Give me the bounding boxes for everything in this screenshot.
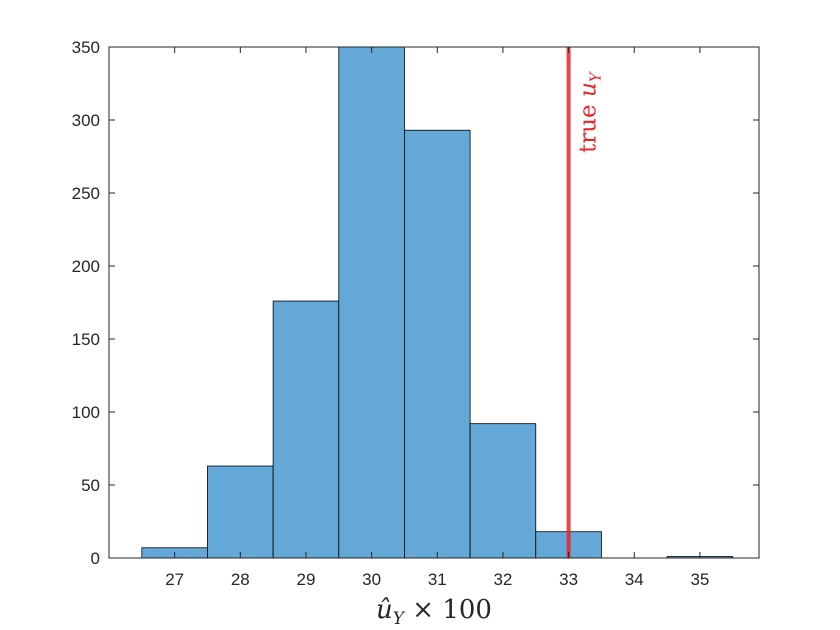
bars-group [141, 46, 734, 559]
y-tick-label: 250 [72, 184, 100, 203]
x-tick-label: 32 [493, 570, 512, 589]
y-tick-label: 200 [72, 257, 100, 276]
axes-box [108, 46, 760, 559]
y-tick-label: 100 [72, 403, 100, 422]
x-tick-label: 27 [165, 570, 184, 589]
x-tick-label: 33 [559, 570, 578, 589]
x-tick-label: 28 [231, 570, 250, 589]
y-tick-label: 350 [72, 38, 100, 57]
histogram-bar [469, 423, 537, 559]
y-tick-label: 300 [72, 111, 100, 130]
y-tick-label: 50 [81, 476, 100, 495]
histogram-bar [207, 465, 274, 559]
reference-line-label: true uY [576, 70, 605, 153]
histogram-bar [404, 129, 471, 559]
histogram-bar [338, 46, 405, 559]
histogram-bar [272, 300, 340, 559]
x-axis-label: ûY × 100 [376, 595, 492, 629]
y-tick-label: 0 [91, 549, 100, 568]
y-tick-label: 150 [72, 330, 100, 349]
x-tick-label: 31 [428, 570, 447, 589]
x-tick-label: 30 [362, 570, 381, 589]
x-axis: 27 28 29 30 31 32 33 34 35 [165, 47, 709, 589]
x-tick-label: 29 [297, 570, 316, 589]
x-tick-label: 34 [625, 570, 644, 589]
y-axis: 0 50 100 150 200 250 300 350 [72, 38, 759, 568]
x-tick-label: 35 [690, 570, 709, 589]
